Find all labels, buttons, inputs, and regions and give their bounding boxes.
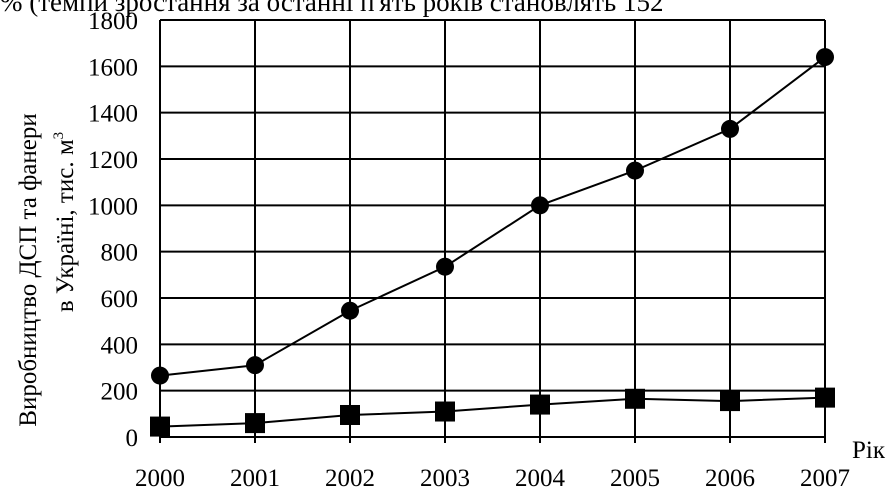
data-point-circle [626,161,644,180]
data-point-circle [341,301,359,320]
y-tick-label: 0 [126,425,139,452]
data-point-circle [531,196,549,215]
x-tick-label: 2001 [230,465,280,492]
y-tick-label: 1400 [88,101,138,128]
data-point-square [340,404,360,425]
data-point-circle [151,366,169,385]
y-axis-label: Виробництво ДСП та фанери [15,113,42,426]
y-tick-label: 200 [101,379,139,406]
x-tick-label: 2003 [420,465,470,492]
y-axis-label-line2-text: в Україні, тис. м [52,139,79,312]
y-axis-label-superscript: 3 [51,132,67,140]
x-tick-label: 2000 [135,465,185,492]
series-line-circle [159,56,826,377]
data-point-square [530,394,550,415]
y-tick-label: 800 [101,240,139,267]
y-tick-label: 1000 [88,193,138,220]
data-point-circle [246,356,264,375]
y-axis-label-line2: в Україні, тис. м3 [51,132,79,312]
data-point-square [625,388,645,409]
data-point-square [435,401,455,422]
x-axis-label: Рік [852,437,886,464]
y-tick-label: 1600 [88,54,138,81]
data-point-square [245,413,265,434]
x-tick-label: 2002 [325,465,375,492]
x-tick-label: 2007 [800,465,850,492]
chart-series [150,48,835,437]
x-tick-label: 2006 [705,465,755,492]
y-tick-label: 400 [101,332,139,359]
y-tick-label: 600 [101,286,139,313]
data-point-square [150,416,170,437]
data-point-square [815,387,835,408]
y-axis-label-second: в Україні, тис. м3 [51,132,79,312]
y-tick-label: 1200 [88,147,138,174]
chart-grid [159,19,826,437]
data-point-circle [436,257,454,276]
data-point-square [720,391,740,412]
x-tick-label: 2004 [515,465,566,492]
x-tick-label: 2005 [610,465,660,492]
y-axis-label-line1: Виробництво ДСП та фанери [15,113,42,426]
tick-labels: 0 200 400 600 800 1000 1200 1400 1600 1800 2000 200… [88,8,850,492]
y-tick-label: 1800 [88,8,138,35]
header-text: % (темпи зростання за останні п'ять рокі… [0,0,664,17]
data-point-circle [721,119,739,138]
chart-axes [159,436,826,443]
series-line-square [159,396,826,428]
data-point-circle [816,48,834,67]
